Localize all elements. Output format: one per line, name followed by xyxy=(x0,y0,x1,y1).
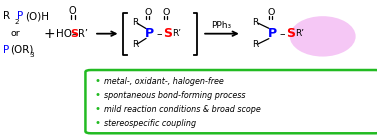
Text: O: O xyxy=(267,8,275,17)
Text: S: S xyxy=(163,27,172,40)
Text: HO–: HO– xyxy=(56,29,77,39)
Text: •: • xyxy=(94,90,101,100)
Text: S: S xyxy=(286,27,295,40)
Text: P: P xyxy=(17,11,23,21)
Text: +: + xyxy=(44,27,56,41)
Text: R: R xyxy=(3,11,10,21)
Text: PPh₃: PPh₃ xyxy=(211,21,231,30)
Text: –: – xyxy=(156,29,162,39)
Text: metal-, oxidant-, halogen-free: metal-, oxidant-, halogen-free xyxy=(104,77,224,86)
Text: P: P xyxy=(3,45,9,55)
Text: •: • xyxy=(94,76,101,86)
Text: S: S xyxy=(71,29,79,39)
Text: O: O xyxy=(144,8,152,17)
Text: P: P xyxy=(145,27,154,40)
Text: R: R xyxy=(252,40,259,49)
Text: 3: 3 xyxy=(29,52,34,58)
Text: •: • xyxy=(94,118,101,128)
Text: mild reaction conditions & broad scope: mild reaction conditions & broad scope xyxy=(104,105,261,114)
Text: or: or xyxy=(11,29,21,38)
Text: stereospecific coupling: stereospecific coupling xyxy=(104,119,197,128)
Text: (OR): (OR) xyxy=(11,45,34,55)
Text: (O)H: (O)H xyxy=(25,11,49,21)
Text: P: P xyxy=(268,27,277,40)
Text: R: R xyxy=(132,40,138,49)
FancyBboxPatch shape xyxy=(85,70,378,133)
Text: R: R xyxy=(252,18,259,27)
Text: O: O xyxy=(68,7,76,16)
Text: R’: R’ xyxy=(78,29,88,39)
Text: R: R xyxy=(132,18,138,27)
Text: –: – xyxy=(279,29,285,39)
Text: spontaneous bond-forming process: spontaneous bond-forming process xyxy=(104,91,246,100)
Text: O: O xyxy=(162,8,170,17)
Ellipse shape xyxy=(290,16,356,57)
Text: R’: R’ xyxy=(172,29,181,38)
Text: •: • xyxy=(94,104,101,114)
Text: R’: R’ xyxy=(295,29,304,38)
Text: 2: 2 xyxy=(14,18,19,25)
